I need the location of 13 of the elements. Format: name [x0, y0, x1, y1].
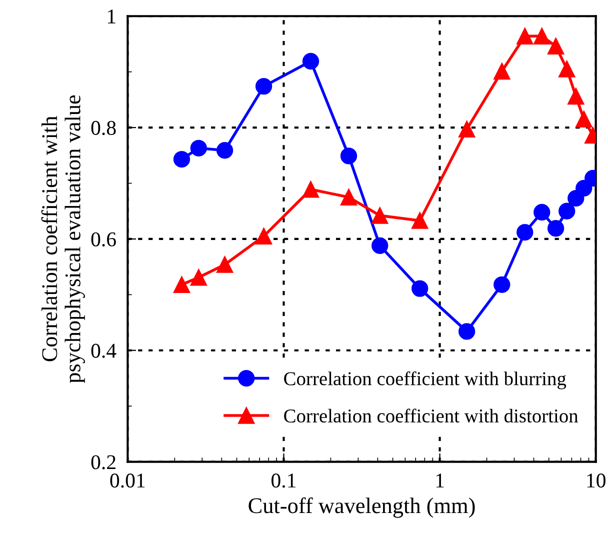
legend-label: Correlation coefficient with blurring	[284, 371, 566, 390]
y-tick-label: 0.2	[91, 455, 116, 470]
x-tick-label: 1	[436, 474, 444, 488]
x-tick-label: 10	[587, 474, 606, 488]
x-axis-title: Cut-off wavelength (mm)	[248, 497, 475, 518]
x-tick-label: 0.1	[272, 474, 296, 488]
y-tick-label: 0.8	[91, 120, 116, 136]
y-axis-title: Correlation coefficient with psychophysical evaluation value	[41, 95, 85, 384]
y-tick-label: 0.6	[91, 232, 116, 246]
y-tick-label: 1	[108, 10, 116, 24]
x-tick-label: 0.01	[110, 474, 145, 488]
y-tick-label: 0.4	[91, 344, 116, 358]
legend-label: Correlation coefficient with distortion	[284, 408, 578, 423]
